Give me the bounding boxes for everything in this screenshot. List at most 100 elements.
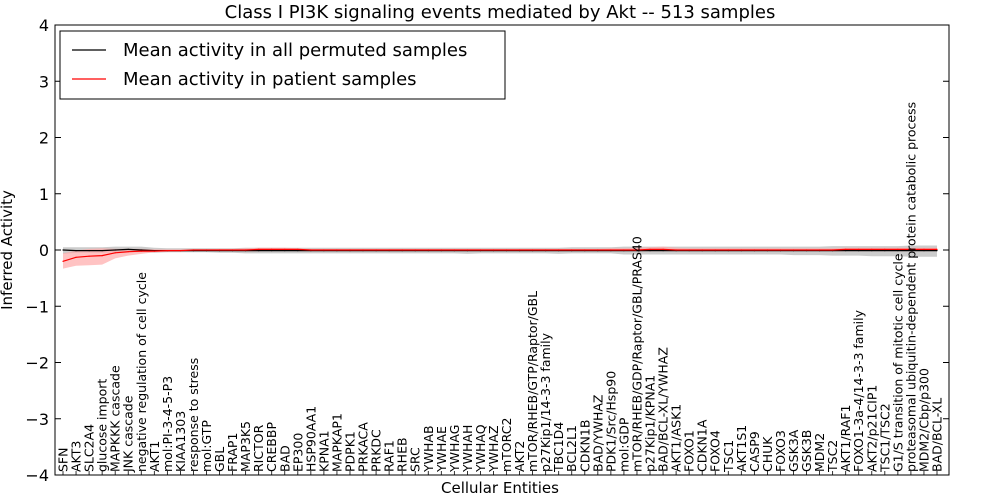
patient-point: [297, 248, 299, 250]
patient-point: [323, 249, 325, 251]
x-tick-label: SLC2A4: [82, 424, 97, 472]
permuted-point: [62, 249, 64, 251]
x-tick-label: AKT2: [512, 441, 527, 472]
x-tick-label: response to stress: [186, 358, 201, 472]
patient-point: [532, 249, 534, 251]
patient-point: [649, 248, 651, 250]
patient-point: [623, 249, 625, 251]
patient-point: [505, 249, 508, 251]
x-tick-label: mol:GTP: [199, 420, 214, 472]
patient-point: [884, 248, 886, 250]
x-tick-label: BAD/BCL-XL/YWHAZ: [656, 347, 671, 472]
permuted-point: [88, 250, 90, 252]
patient-point: [897, 248, 899, 250]
patient-point: [218, 249, 221, 251]
patient-point: [205, 249, 208, 251]
patient-point: [179, 250, 181, 252]
x-tick-label: BAD/BCL-XL: [930, 398, 945, 472]
x-tick-label: FRAP1: [225, 433, 240, 472]
patient-point: [453, 249, 455, 251]
legend-label-patient: Mean activity in patient samples: [123, 69, 417, 90]
x-tick-label: GSK3A: [786, 429, 801, 472]
patient-point: [819, 249, 821, 251]
patient-point: [910, 248, 912, 250]
patient-point: [166, 250, 168, 252]
x-tick-label: SFN: [56, 448, 71, 472]
permuted-point: [871, 250, 873, 252]
x-tick-label: MAP3K5: [238, 421, 253, 472]
x-tick-label: CDKN1B: [577, 420, 592, 472]
y-tick-label: −4: [25, 466, 49, 485]
patient-point: [936, 248, 938, 250]
patient-point: [923, 248, 925, 250]
permuted-point: [910, 250, 912, 252]
x-tick-label: TSC1: [721, 440, 736, 473]
x-tick-label: TSC1/TSC2: [877, 403, 892, 473]
y-tick-label: −2: [25, 354, 49, 373]
permuted-point: [258, 250, 260, 252]
patient-point: [349, 249, 351, 251]
patient-point: [740, 249, 742, 251]
patient-point: [662, 248, 664, 250]
x-tick-label: CASP9: [747, 431, 762, 472]
x-tick-label: CHUK: [760, 436, 775, 472]
series-lines: [62, 248, 938, 262]
x-tick-label: YWHAG: [447, 425, 462, 473]
x-tick-label: glucose import: [95, 379, 110, 472]
patient-point: [140, 250, 142, 252]
permuted-point: [662, 250, 664, 252]
patient-point: [62, 260, 64, 262]
x-tick-label: BAD: [277, 445, 292, 472]
patient-point: [610, 249, 612, 251]
x-tick-label: YWHAB: [421, 425, 436, 473]
patient-point: [871, 248, 873, 250]
permuted-point: [897, 250, 899, 252]
x-tick-label: AKT2/p21CIP1: [864, 385, 879, 472]
x-tick-label: GBL: [212, 447, 227, 472]
patient-point: [571, 249, 573, 251]
patient-point: [75, 256, 77, 258]
patient-point: [401, 249, 403, 251]
x-tick-label: MDM2/Cbp/p300: [917, 368, 932, 472]
x-tick-label: HSP90AA1: [303, 406, 318, 472]
confidence-bands: [63, 245, 937, 269]
patient-point: [114, 252, 116, 254]
patient-point: [519, 249, 521, 251]
x-tick-label: EP300: [290, 433, 305, 472]
y-tick-label: 3: [39, 72, 49, 91]
patient-point: [832, 249, 834, 251]
x-tick-label: TSC2: [825, 440, 840, 473]
y-tick-label: 1: [39, 185, 49, 204]
x-tick-label: FOXO1: [682, 430, 697, 472]
patient-point: [427, 249, 429, 251]
x-tick-label: YWHAH: [460, 425, 475, 473]
x-tick-label: CREBBP: [264, 422, 279, 472]
x-axis-label: Cellular Entities: [441, 479, 559, 497]
patient-point: [675, 249, 677, 251]
x-tick-label: PDK1/Src/Hsp90: [603, 371, 618, 472]
patient-point: [101, 255, 103, 257]
x-tick-label: GSK3B: [799, 430, 814, 472]
patient-point: [545, 249, 547, 251]
permuted-point: [884, 250, 886, 252]
patient-point: [362, 249, 364, 251]
x-tick-label: p27Kip1/14-3-3 family: [538, 332, 553, 472]
x-tick-label: YWHAZ: [486, 425, 501, 473]
patient-point: [753, 249, 756, 251]
x-tick-label: mol:GDP: [616, 417, 631, 472]
y-tick-label: −3: [25, 410, 49, 429]
x-tick-label: proteasomal ubiquitin-dependent protein …: [903, 102, 918, 472]
patient-point: [466, 249, 468, 251]
patient-point: [766, 249, 769, 251]
patient-point: [232, 249, 234, 251]
patient-point: [271, 248, 273, 250]
x-tick-label: TBC1D4: [551, 422, 566, 473]
permuted-point: [858, 250, 860, 252]
permuted-point: [923, 250, 925, 252]
x-tick-label: mTORC2: [499, 418, 514, 472]
x-tick-label: RAF1: [382, 440, 397, 472]
x-tick-label: JNK cascade: [121, 395, 136, 473]
permuted-point: [101, 250, 103, 252]
